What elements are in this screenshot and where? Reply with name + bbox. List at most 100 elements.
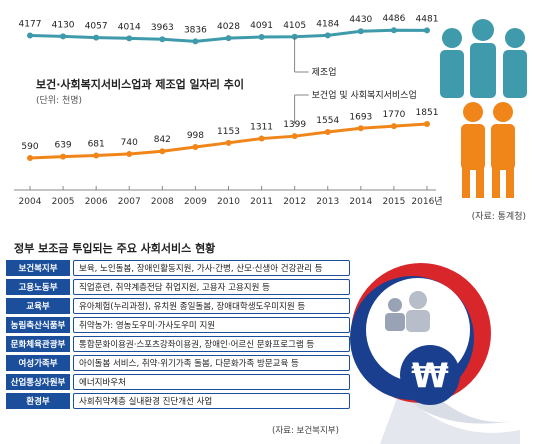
x-tick-label: 2009 [184, 197, 207, 207]
chart-source: (자료: 통계청) [471, 212, 526, 222]
data-point [192, 38, 199, 45]
dept-label: 환경부 [6, 393, 70, 409]
dept-label: 교육부 [6, 298, 70, 314]
data-label: 998 [187, 131, 204, 141]
data-label: 4481 [416, 14, 439, 24]
x-tick-label: 2016년 [411, 196, 442, 207]
chart-title: 보건·사회복지서비스업과 제조업 일자리 추이 [36, 78, 244, 91]
data-label: 4184 [316, 19, 339, 29]
data-label: 3836 [184, 25, 207, 35]
services-text: 유아체험(누리과정), 유치원 종일돌봄, 장애대학생도우미지원 등 [73, 298, 350, 314]
data-point [126, 150, 133, 157]
table-source: (자료: 보건복지부) [272, 426, 339, 436]
data-label: 1311 [250, 123, 273, 133]
table-row: 여성가족부 아이돌봄 서비스, 취약·위기가족 돌봄, 다문화가족 방문교육 등 [6, 355, 350, 371]
table-row: 고용노동부 직업훈련, 취약계층전담 취업지원, 고용자 고용지원 등 [6, 279, 350, 295]
services-text: 통합문화이용권·스포츠강좌이용권, 장애인·어르신 문화프로그램 등 [73, 336, 350, 352]
data-point [390, 27, 397, 34]
dept-label: 보건복지부 [6, 260, 70, 276]
data-point [192, 143, 199, 150]
data-point [93, 152, 100, 159]
x-tick-label: 2014 [349, 197, 372, 207]
series-label: 보건업 및 사회복지서비스업 [312, 89, 417, 101]
data-point [225, 139, 232, 146]
jobs-trend-chart: 2004 2005 2006 2007 2008 2009 2010 2011 2012 2013… [14, 14, 443, 207]
table-row: 산업통상자원부 에너지바우처 [6, 374, 350, 390]
chart-unit: (단위: 천명) [36, 96, 83, 106]
data-label: 1399 [283, 120, 306, 130]
data-point [60, 33, 67, 40]
data-point [357, 125, 364, 132]
services-text: 취약농가: 영농도우미·가사도우미 지원 [73, 317, 350, 333]
x-tick-label: 2005 [52, 197, 75, 207]
data-point [424, 121, 430, 127]
x-tick-label: 2012 [283, 197, 306, 207]
data-label: 681 [88, 140, 105, 150]
data-point [291, 133, 298, 140]
table-row: 보건복지부 보육, 노인돌봄, 장애인활동지원, 가사·간병, 산모·신생아 건강… [6, 260, 350, 276]
data-label: 4486 [382, 14, 405, 24]
data-label: 1554 [316, 116, 339, 126]
table-row: 문화체육관광부 통합문화이용권·스포츠강좌이용권, 장애인·어르신 문화프로그램 … [6, 336, 350, 352]
x-tick-label: 2004 [19, 197, 42, 207]
dept-label: 여성가족부 [6, 355, 70, 371]
x-tick-label: 2006 [85, 197, 108, 207]
data-label: 4130 [52, 20, 75, 30]
data-label: 1693 [349, 112, 372, 122]
data-point [159, 36, 166, 43]
table-row: 교육부 유아체험(누리과정), 유치원 종일돌봄, 장애대학생도우미지원 등 [6, 298, 350, 314]
people-orange-icon [461, 102, 515, 198]
data-label: 4014 [118, 22, 141, 32]
data-label: 842 [154, 135, 171, 145]
series-label: 제조업 [312, 67, 337, 78]
data-point [424, 27, 430, 34]
table-row: 농림축산식품부 취약농가: 영농도우미·가사도우미 지원 [6, 317, 350, 333]
data-label: 4028 [217, 22, 240, 32]
data-point [324, 32, 331, 39]
data-point [225, 35, 232, 42]
won-emblem-icon: ₩ [350, 263, 520, 444]
data-point [93, 34, 100, 41]
data-point [126, 35, 133, 42]
dept-label: 농림축산식품부 [6, 317, 70, 333]
data-label: 740 [121, 138, 138, 148]
x-tick-label: 2011 [250, 197, 273, 207]
data-point [159, 148, 166, 155]
x-tick-label: 2015 [382, 197, 405, 207]
data-point [258, 34, 265, 41]
data-label: 1851 [416, 108, 439, 118]
data-label: 639 [54, 141, 71, 151]
data-point [390, 123, 397, 130]
x-tick-label: 2008 [151, 197, 174, 207]
table-row: 환경부 사회취약계층 실내환경 진단개선 사업 [6, 393, 350, 409]
data-label: 1153 [217, 127, 240, 137]
data-label: 590 [21, 142, 38, 152]
data-point [27, 32, 33, 39]
x-tick-label: 2013 [316, 197, 339, 207]
data-point [27, 155, 33, 161]
svg-text:₩: ₩ [411, 356, 449, 396]
data-label: 3963 [151, 23, 174, 33]
data-label: 4105 [283, 21, 306, 31]
services-text: 에너지바우처 [73, 374, 350, 390]
table-title: 정부 보조금 투입되는 주요 사회서비스 현황 [14, 242, 216, 255]
data-point [258, 135, 265, 142]
data-label: 4177 [19, 20, 42, 30]
dept-label: 문화체육관광부 [6, 336, 70, 352]
data-label: 4057 [85, 22, 108, 32]
data-label: 4091 [250, 21, 273, 31]
dept-label: 고용노동부 [6, 279, 70, 295]
data-point [324, 129, 331, 136]
services-text: 보육, 노인돌봄, 장애인활동지원, 가사·간병, 산모·신생아 건강관리 등 [73, 260, 350, 276]
data-label: 4430 [349, 15, 372, 25]
x-tick-label: 2007 [118, 197, 141, 207]
data-label: 1770 [382, 110, 405, 120]
dept-label: 산업통상자원부 [6, 374, 70, 390]
services-text: 사회취약계층 실내환경 진단개선 사업 [73, 393, 350, 409]
x-tick-label: 2010 [217, 197, 240, 207]
data-point [357, 28, 364, 35]
services-text: 아이돌봄 서비스, 취약·위기가족 돌봄, 다문화가족 방문교육 등 [73, 355, 350, 371]
data-point [60, 153, 67, 160]
people-teal-icon [440, 19, 527, 98]
